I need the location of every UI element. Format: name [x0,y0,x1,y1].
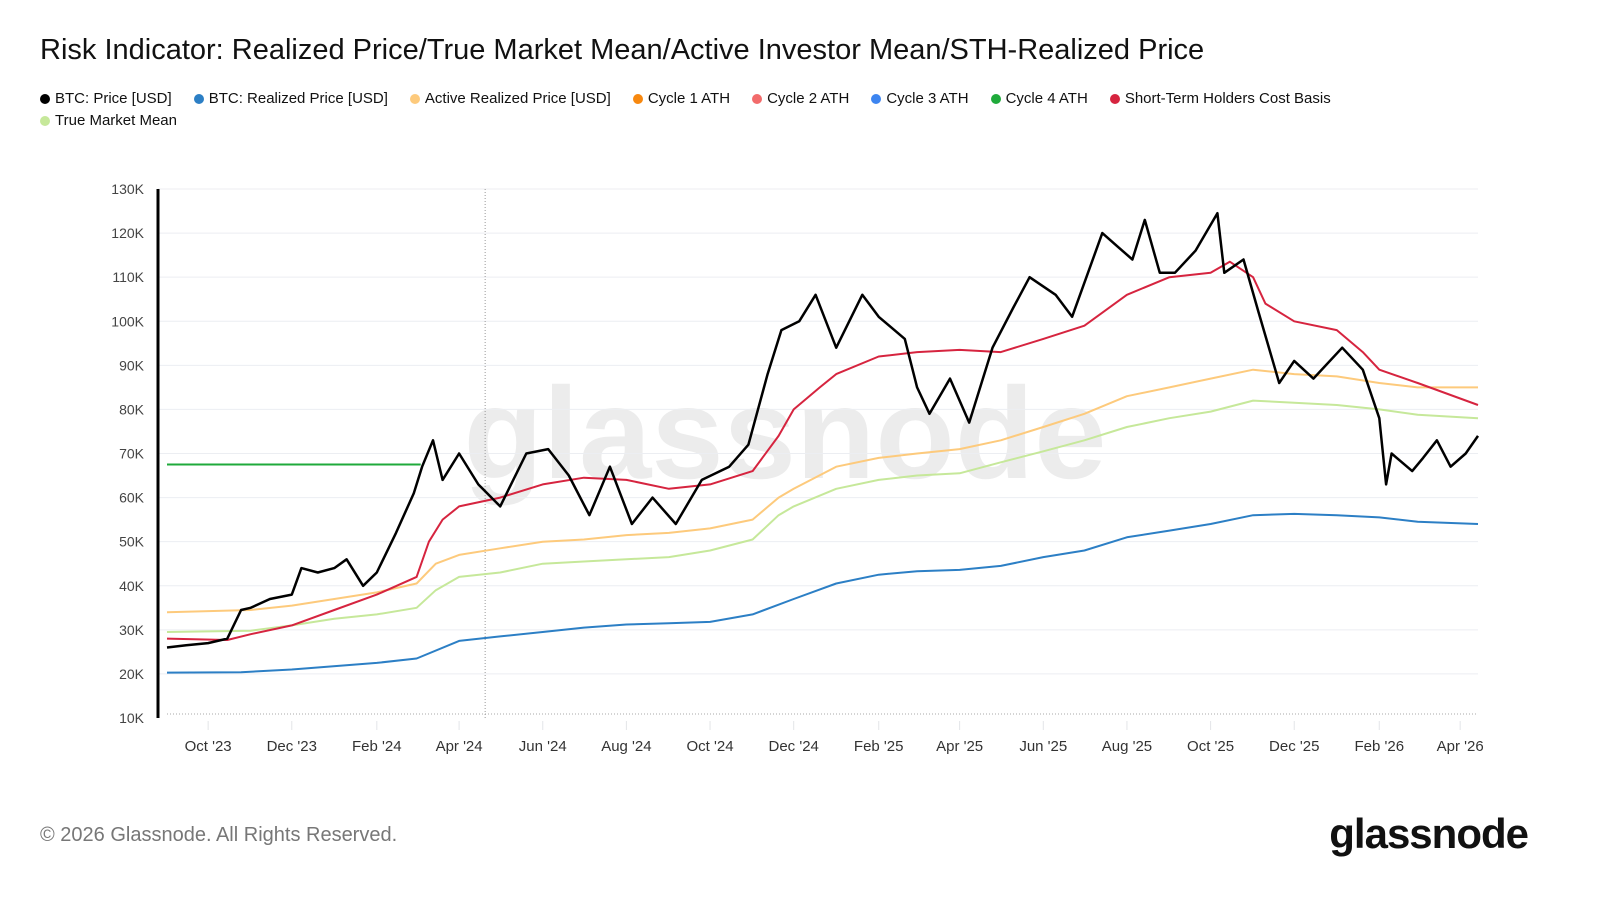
legend-label: Cycle 2 ATH [767,90,850,107]
y-tick-label: 60K [119,490,145,506]
legend-label: BTC: Price [USD] [55,90,172,107]
x-tick-label: Oct '24 [687,738,734,755]
legend-item[interactable]: Cycle 2 ATH [752,90,849,107]
x-tick-label: Jun '25 [1019,738,1067,755]
legend-dot-icon [1109,93,1120,104]
series-line-short-term-holders-cost-basis [166,260,1479,641]
chart-title: Risk Indicator: Realized Price/True Mark… [40,34,1205,66]
legend-dot-icon [40,115,50,126]
legend-item[interactable]: Short-Term Holders Cost Basis [1109,90,1331,107]
legend-item[interactable]: Cycle 4 ATH [990,90,1088,107]
legend-dot-icon [409,93,420,104]
y-tick-label: 10K [119,710,145,726]
legend-item[interactable]: BTC: Realized Price [USD] [193,90,388,107]
series-line-btc-price-usd [166,211,1480,649]
y-tick-label: 130K [111,181,144,197]
legend-label: True Market Mean [55,112,177,129]
legend-dot-icon [871,93,882,104]
watermark: glassnode [464,360,1107,506]
y-tick-label: 80K [119,401,145,417]
y-tick-label: 40K [119,578,145,594]
x-tick-label: Jun '24 [519,738,567,755]
x-tick-label: Aug '24 [601,738,651,755]
legend-dot-icon [632,93,643,104]
y-tick-label: 90K [119,357,145,373]
legend-dot-icon [990,93,1001,104]
x-tick-label: Aug '25 [1102,738,1152,755]
legend-dot-icon [752,93,763,104]
legend-item[interactable]: True Market Mean [40,112,177,129]
legend-label: Short-Term Holders Cost Basis [1124,90,1331,107]
y-tick-label: 70K [119,446,145,462]
legend-item[interactable]: Cycle 1 ATH [632,90,731,107]
legend-item[interactable]: BTC: Price [USD] [40,90,172,107]
glassnode-logo: glassnode [1329,810,1529,857]
series-line-active-realized-price-usd [166,368,1478,614]
y-tick-label: 120K [111,225,144,241]
x-tick-label: Feb '26 [1354,738,1404,755]
legend: BTC: Price [USD] BTC: Realized Price [USD… [40,90,1460,129]
legend-label: Cycle 3 ATH [886,90,969,107]
legend-item[interactable]: Cycle 3 ATH [871,90,969,107]
x-tick-label: Dec '24 [769,738,819,755]
y-tick-label: 20K [119,666,145,682]
y-tick-label: 110K [112,269,144,285]
y-tick-label: 50K [119,534,145,550]
x-tick-label: Apr '24 [436,738,483,755]
x-tick-label: Feb '24 [352,738,402,755]
legend-label: Cycle 4 ATH [1005,90,1088,107]
x-tick-label: Apr '25 [936,738,983,755]
x-tick-label: Dec '25 [1269,738,1319,755]
legend-item[interactable]: Active Realized Price [USD] [409,90,611,107]
series-line-true-market-mean [166,399,1479,633]
y-tick-label: 30K [119,622,145,638]
x-tick-label: Feb '25 [854,738,904,755]
copyright: © 2026 Glassnode. All Rights Reserved. [40,824,398,846]
legend-dot-icon [40,93,50,104]
x-tick-label: Apr '26 [1437,738,1484,755]
x-tick-label: Dec '23 [267,738,317,755]
legend-label: Cycle 1 ATH [647,90,731,107]
legend-label: BTC: Realized Price [USD] [208,90,388,107]
x-tick-label: Oct '23 [185,738,232,755]
x-tick-label: Oct '25 [1187,738,1234,755]
y-tick-label: 100K [111,313,144,329]
legend-dot-icon [193,93,204,104]
legend-label: Active Realized Price [USD] [424,90,611,107]
series-line-btc-realized-price-usd [166,512,1479,674]
